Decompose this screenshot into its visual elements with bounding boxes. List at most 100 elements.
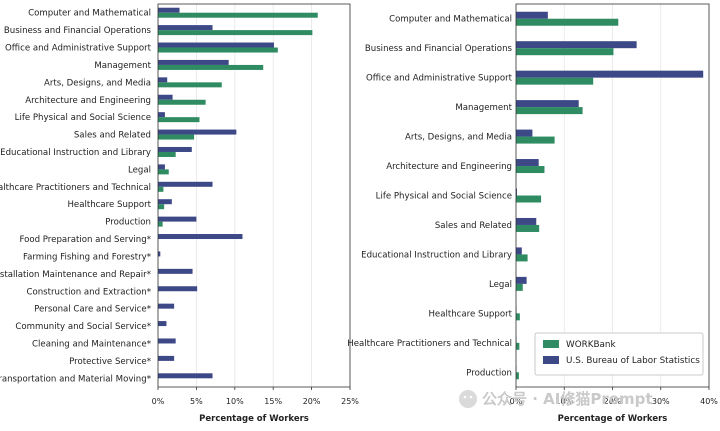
bar-bls	[158, 60, 229, 65]
legend-label-bls: U.S. Bureau of Labor Statistics	[566, 356, 700, 366]
x-tick-label: 0%	[152, 397, 165, 406]
category-label: Architecture and Engineering	[386, 162, 512, 172]
x-axis-label: Percentage of Workers	[199, 414, 309, 424]
bar-bls	[516, 277, 527, 284]
category-label: Life Physical and Social Science	[15, 113, 151, 123]
category-label: Healthcare Support	[428, 309, 512, 319]
bar-bls	[158, 338, 176, 343]
category-label: Production	[105, 218, 151, 228]
legend-swatch-workbank	[543, 340, 559, 348]
bar-workbank	[158, 187, 163, 192]
category-label: Construction and Extraction*	[26, 287, 151, 297]
category-label: Business and Financial Operations	[4, 26, 152, 36]
x-tick-label: 5%	[190, 397, 203, 406]
bar-bls	[158, 286, 197, 291]
bar-bls	[158, 199, 172, 204]
bar-workbank	[158, 152, 176, 157]
category-label: Architecture and Engineering	[25, 96, 151, 106]
category-label: Office and Administrative Support	[5, 44, 152, 54]
bar-bls	[516, 247, 522, 254]
category-label: Healthcare Practitioners and Technical	[0, 183, 151, 193]
category-label: Legal	[128, 165, 151, 175]
category-label: Computer and Mathematical	[389, 15, 512, 25]
bar-bls	[158, 43, 274, 48]
category-label: Management	[455, 103, 512, 113]
bar-bls	[158, 77, 167, 82]
bar-bls	[516, 41, 637, 48]
legend: WORKBank U.S. Bureau of Labor Statistics	[535, 333, 703, 375]
bar-workbank	[516, 284, 523, 291]
bar-workbank	[516, 254, 528, 261]
category-label: Food Preparation and Serving*	[19, 235, 151, 245]
category-label: Sales and Related	[435, 221, 512, 231]
wechat-icon-eye	[470, 396, 473, 399]
bar-bls	[158, 269, 193, 274]
legend-swatch-bls	[543, 356, 559, 364]
category-label: Educational Instruction and Library	[0, 148, 151, 158]
watermark-text: 公众号 · AI修猫Prompt	[482, 390, 653, 408]
category-label: Farming Fishing and Forestry*	[23, 252, 152, 262]
bar-workbank	[516, 196, 541, 203]
bar-workbank	[516, 372, 519, 379]
bar-workbank	[516, 343, 519, 350]
bar-workbank	[516, 19, 618, 26]
bar-workbank	[516, 313, 520, 320]
bar-workbank	[158, 169, 169, 174]
bar-bls	[158, 373, 213, 378]
x-tick-label: 40%	[700, 397, 718, 406]
category-label: Community and Social Service*	[15, 322, 151, 332]
bar-bls	[516, 218, 536, 225]
bar-bls	[158, 25, 213, 30]
watermark: 公众号 · AI修猫Prompt	[459, 390, 653, 408]
bar-workbank	[516, 225, 539, 232]
bar-bls	[158, 304, 174, 309]
category-label: Personal Care and Service*	[34, 305, 152, 315]
category-label: Life Physical and Social Science	[376, 192, 512, 202]
bar-workbank	[158, 117, 199, 122]
category-label: Installation Maintenance and Repair*	[0, 270, 152, 280]
bar-workbank	[158, 30, 312, 35]
x-tick-label: 30%	[652, 397, 670, 406]
category-label: Transportation and Material Moving*	[0, 374, 152, 384]
bar-bls	[516, 12, 548, 19]
bar-bls	[158, 217, 196, 222]
bar-workbank	[158, 13, 318, 18]
legend-label-workbank: WORKBank	[566, 340, 617, 350]
bar-bls	[158, 147, 192, 152]
category-label: Sales and Related	[74, 131, 151, 141]
bar-workbank	[158, 100, 206, 105]
bar-workbank	[158, 222, 163, 227]
x-axis-label: Percentage of Workers	[558, 414, 668, 424]
bar-bls	[516, 100, 579, 107]
bar-workbank	[516, 48, 613, 55]
bar-workbank	[158, 48, 278, 53]
bar-bls	[516, 159, 539, 166]
x-tick-label: 10%	[226, 397, 244, 406]
category-label: Business and Financial Operations	[365, 44, 513, 54]
bar-bls	[158, 321, 166, 326]
bar-bls	[158, 130, 236, 135]
bar-workbank	[158, 135, 194, 140]
x-tick-label: 25%	[341, 397, 359, 406]
category-label: Management	[94, 61, 151, 71]
legend-box	[535, 333, 703, 375]
bar-bls	[516, 130, 532, 137]
bar-bls	[158, 356, 174, 361]
bar-workbank	[516, 78, 593, 85]
x-tick-label: 20%	[303, 397, 321, 406]
category-label: Cleaning and Maintenance*	[32, 339, 152, 349]
wechat-icon-eye	[464, 396, 467, 399]
bar-bls	[158, 95, 173, 100]
bar-bls	[516, 71, 703, 78]
category-label: Production	[466, 368, 512, 378]
category-label: Arts, Designs, and Media	[44, 78, 151, 88]
bar-workbank	[158, 204, 164, 209]
bar-bls	[158, 234, 242, 239]
bar-workbank	[158, 82, 222, 87]
bar-workbank	[516, 166, 544, 173]
bar-bls	[158, 8, 180, 13]
bar-workbank	[516, 137, 555, 144]
category-label: Computer and Mathematical	[28, 9, 151, 19]
bar-bls	[158, 112, 165, 117]
